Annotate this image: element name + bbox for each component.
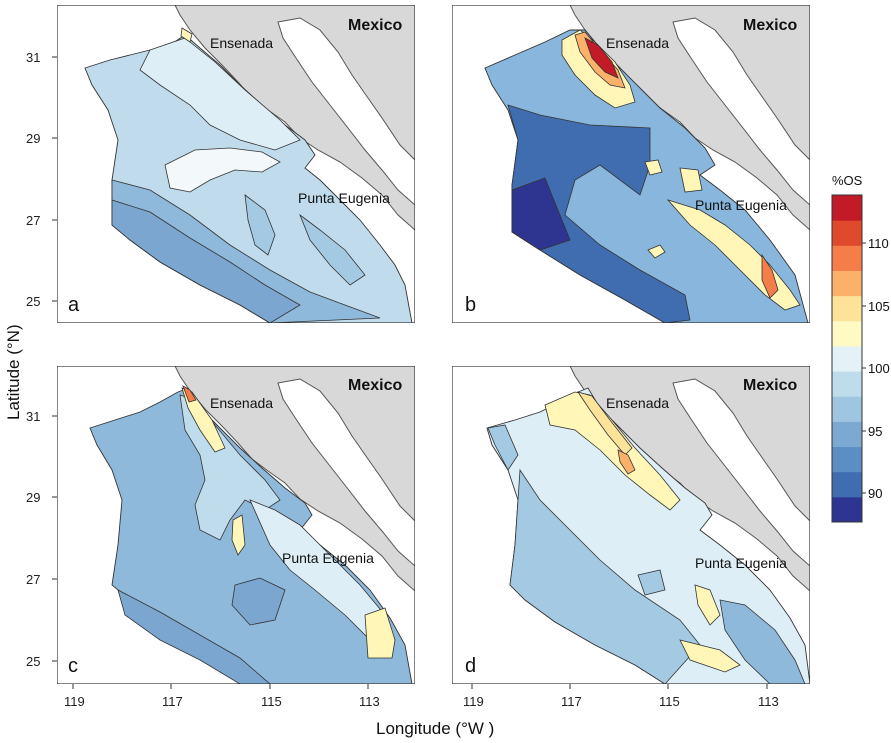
gulf-water — [672, 17, 810, 206]
panel-letter: d — [465, 655, 476, 677]
panel-d — [452, 366, 810, 684]
x-tick-label: 117 — [162, 694, 183, 709]
land-mexico — [174, 366, 415, 592]
panel-b — [452, 5, 810, 323]
land-mexico — [174, 5, 415, 231]
y-tick-label: 25 — [26, 294, 40, 309]
contour-region — [182, 385, 197, 403]
cape-label: Punta Eugenia — [695, 197, 787, 213]
colorbar-ticks — [862, 242, 866, 494]
colorbar-label: 105 — [868, 299, 890, 314]
country-label: Mexico — [743, 377, 797, 394]
panel-a — [57, 5, 415, 323]
cape-label: Punta Eugenia — [282, 550, 374, 566]
x-tick-label: 119 — [64, 694, 85, 709]
x-tick-label: 113 — [758, 694, 779, 709]
y-tick-label: 27 — [26, 213, 40, 228]
city-label: Ensenada — [210, 35, 273, 51]
contour-region — [584, 37, 619, 79]
y-tick-label: 31 — [26, 409, 40, 424]
contour-region — [139, 37, 301, 151]
cape-label: Punta Eugenia — [695, 555, 787, 571]
city-label: Ensenada — [606, 395, 669, 411]
y-tick-label: 27 — [26, 572, 40, 587]
contour-region — [117, 589, 271, 684]
country-label: Mexico — [743, 17, 797, 34]
city-label: Ensenada — [210, 395, 273, 411]
panel-letter: c — [68, 655, 78, 677]
gulf-water — [277, 378, 415, 567]
colorbar-swatch — [832, 195, 862, 221]
contour-region — [164, 147, 281, 193]
y-tick-label: 29 — [26, 131, 40, 146]
contour-region — [679, 167, 703, 193]
colorbar-swatch — [832, 371, 862, 397]
colorbar-label: 110 — [868, 236, 889, 251]
x-tick-label: 117 — [561, 694, 582, 709]
colorbar-title: %OS — [832, 173, 863, 188]
colorbar-swatch — [832, 295, 862, 322]
x-tick-label: 115 — [261, 694, 282, 709]
colorbar-swatch — [832, 421, 862, 448]
colorbar-swatch — [832, 496, 862, 523]
y-tick-label: 29 — [26, 490, 40, 505]
contour-region — [511, 177, 571, 251]
contour-region — [577, 391, 633, 456]
colorbar: %OS 110 105 100 95 90 — [831, 173, 890, 523]
contour-region — [679, 639, 741, 673]
colorbar-swatch — [832, 245, 862, 271]
contour-region — [364, 607, 396, 659]
y-tick-label: 25 — [26, 654, 40, 669]
colorbar-swatch — [832, 446, 862, 473]
contour-region — [244, 194, 276, 256]
colorbar-label: 100 — [868, 361, 890, 376]
y-axis-title: Latitude (°N) — [4, 324, 23, 420]
colorbar-label: 90 — [868, 486, 882, 501]
ocean-domain — [89, 387, 413, 684]
country-label: Mexico — [348, 377, 402, 394]
contour-region — [694, 584, 721, 626]
city-label: Ensenada — [606, 35, 669, 51]
colorbar-swatches — [832, 195, 862, 523]
contour-region — [509, 468, 701, 684]
contour-region — [487, 424, 519, 471]
x-tick-label: 119 — [463, 694, 484, 709]
colorbar-frame — [831, 194, 863, 523]
contour-region — [647, 244, 666, 259]
panel-letter: b — [465, 294, 476, 316]
y-tick-label: 31 — [26, 50, 40, 65]
colorbar-swatch — [832, 270, 862, 297]
contour-region — [231, 577, 286, 626]
x-tick-label: 113 — [359, 694, 380, 709]
gulf-water — [672, 378, 810, 567]
colorbar-swatch — [832, 345, 862, 372]
contour-region — [644, 159, 663, 176]
colorbar-swatch — [832, 220, 862, 246]
contour-region — [299, 213, 366, 286]
panel-letter: a — [68, 294, 80, 316]
country-label: Mexico — [348, 17, 402, 34]
contour-region — [180, 27, 193, 43]
colorbar-swatch — [832, 471, 862, 498]
contour-region — [719, 599, 806, 684]
x-tick-label: 115 — [659, 694, 680, 709]
colorbar-label: 95 — [868, 424, 882, 439]
gulf-water — [277, 17, 415, 206]
cape-label: Punta Eugenia — [298, 190, 390, 206]
colorbar-swatch — [832, 320, 862, 347]
contour-region — [637, 569, 666, 596]
contour-region — [617, 449, 636, 475]
contour-region — [111, 199, 301, 323]
contour-region — [761, 253, 779, 299]
contour-region — [231, 514, 246, 556]
panel-c — [57, 366, 415, 684]
colorbar-swatch — [832, 396, 862, 422]
contour-region — [181, 387, 226, 453]
tick-marks — [52, 56, 768, 689]
x-axis-title: Longitude (°W ) — [376, 719, 494, 738]
